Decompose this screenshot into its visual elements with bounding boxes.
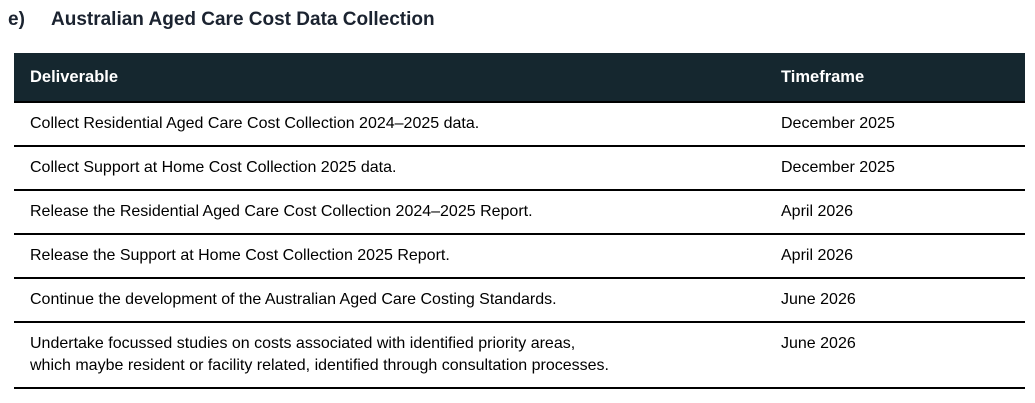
timeframe-cell: December 2025	[765, 146, 1025, 191]
deliverable-cell: Undertake focussed studies on costs asso…	[14, 322, 765, 389]
section-heading-marker: e)	[8, 9, 25, 30]
deliverable-cell: Release the Support at Home Cost Collect…	[14, 234, 765, 279]
deliverable-cell: Continue the development of the Australi…	[14, 278, 765, 323]
timeframe-cell: December 2025	[765, 102, 1025, 147]
timeframe-cell: April 2026	[765, 234, 1025, 279]
deliverable-cell: Collect Support at Home Cost Collection …	[14, 146, 765, 191]
timeframe-cell: April 2026	[765, 190, 1025, 235]
table-row: Collect Residential Aged Care Cost Colle…	[14, 102, 1025, 147]
deliverable-cell: Collect Residential Aged Care Cost Colle…	[14, 102, 765, 147]
section-heading: e) Australian Aged Care Cost Data Collec…	[8, 7, 1035, 33]
table-header-row: Deliverable Timeframe	[14, 53, 1025, 103]
table-row: Release the Residential Aged Care Cost C…	[14, 190, 1025, 235]
column-header-deliverable: Deliverable	[14, 53, 765, 103]
table-row: Release the Support at Home Cost Collect…	[14, 234, 1025, 279]
section-heading-title: Australian Aged Care Cost Data Collectio…	[51, 9, 435, 30]
timeframe-cell: June 2026	[765, 322, 1025, 389]
deliverable-cell: Release the Residential Aged Care Cost C…	[14, 190, 765, 235]
table-row: Continue the development of the Australi…	[14, 278, 1025, 323]
timeframe-cell: June 2026	[765, 278, 1025, 323]
column-header-timeframe: Timeframe	[765, 53, 1025, 103]
table-row: Undertake focussed studies on costs asso…	[14, 322, 1025, 389]
deliverables-table: Deliverable Timeframe Collect Residentia…	[14, 53, 1025, 389]
table-row: Collect Support at Home Cost Collection …	[14, 146, 1025, 191]
